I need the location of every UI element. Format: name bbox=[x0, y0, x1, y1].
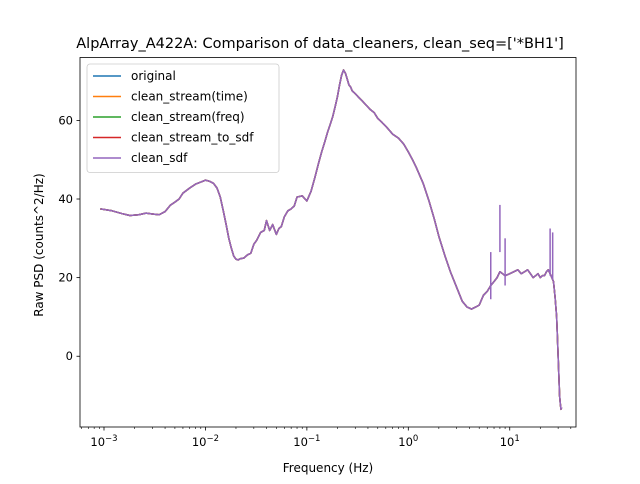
legend-label-4: clean_sdf bbox=[131, 151, 188, 165]
x-tick-label-4: 101 bbox=[500, 434, 520, 449]
legend-label-2: clean_stream(freq) bbox=[131, 110, 245, 124]
x-axis-ticks: 10−3 10−2 10−1 100 101 bbox=[81, 427, 572, 449]
y-axis-ticks: 0 20 40 60 bbox=[58, 113, 80, 363]
y-axis-label: Raw PSD (counts^2/Hz) bbox=[32, 173, 46, 317]
legend-label-1: clean_stream(time) bbox=[131, 90, 248, 104]
y-tick-label-2: 40 bbox=[58, 192, 73, 206]
legend-label-3: clean_stream_to_sdf bbox=[131, 131, 254, 145]
legend-label-0: original bbox=[131, 69, 176, 83]
x-tick-label-2: 10−1 bbox=[293, 434, 320, 449]
axes-frame bbox=[79, 57, 577, 428]
series-line-4 bbox=[100, 69, 563, 411]
x-axis-label: Frequency (Hz) bbox=[283, 461, 374, 475]
x-tick-label-3: 100 bbox=[398, 434, 418, 449]
chart-title: AlpArray_A422A: Comparison of data_clean… bbox=[76, 36, 563, 52]
y-tick-label-1: 20 bbox=[58, 271, 73, 285]
legend: original clean_stream(time) clean_stream(f… bbox=[86, 63, 280, 173]
y-tick-label-0: 0 bbox=[66, 349, 73, 363]
x-tick-label-1: 10−2 bbox=[192, 434, 219, 449]
y-tick-label-3: 60 bbox=[58, 113, 73, 127]
plot-area bbox=[100, 69, 563, 411]
x-tick-label-0: 10−3 bbox=[90, 434, 117, 449]
legend-box bbox=[86, 63, 280, 173]
